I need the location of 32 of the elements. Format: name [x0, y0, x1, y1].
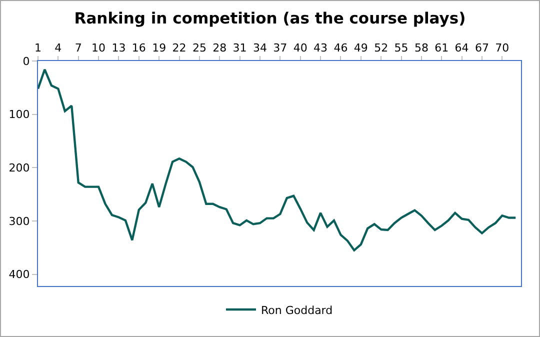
x-tick-label: 67 [474, 42, 489, 55]
x-tick-label: 52 [374, 42, 388, 55]
y-tick-label: 400 [8, 268, 30, 282]
x-tick-label: 37 [273, 42, 288, 55]
x-tick-label: 46 [334, 42, 348, 55]
x-tick-label: 40 [293, 42, 308, 55]
x-tick-label: 34 [252, 42, 267, 55]
line-series [38, 68, 517, 252]
x-tick-label: 55 [394, 42, 408, 55]
x-tick-label: 31 [232, 42, 247, 55]
x-tick-label: 49 [354, 42, 368, 55]
y-tick-label: 0 [22, 54, 30, 68]
x-tick-label: 16 [132, 42, 146, 55]
x-tick-label: 22 [172, 42, 186, 55]
x-tick-label: 70 [495, 42, 510, 55]
x-tick-label: 25 [192, 42, 206, 55]
x-tick-label: 19 [152, 42, 166, 55]
chart-title: Ranking in competition (as the course plays) [74, 10, 466, 28]
x-tick-label: 4 [54, 42, 62, 55]
x-tick-label: 28 [212, 42, 227, 55]
y-tick-label: 300 [8, 214, 30, 228]
y-tick-label: 100 [8, 108, 30, 122]
y-tick-label: 200 [8, 161, 30, 174]
x-tick-label: 13 [112, 42, 126, 55]
x-tick-label: 61 [434, 42, 449, 55]
x-tick-label: 64 [454, 42, 469, 55]
x-tick-label: 7 [74, 42, 82, 55]
x-tick-label: 1 [34, 42, 42, 55]
x-tick-label: 10 [92, 42, 106, 55]
x-tick-label: 58 [414, 42, 428, 55]
legend-label: Ron Goddard [261, 304, 333, 317]
x-tick-label: 43 [314, 42, 328, 55]
